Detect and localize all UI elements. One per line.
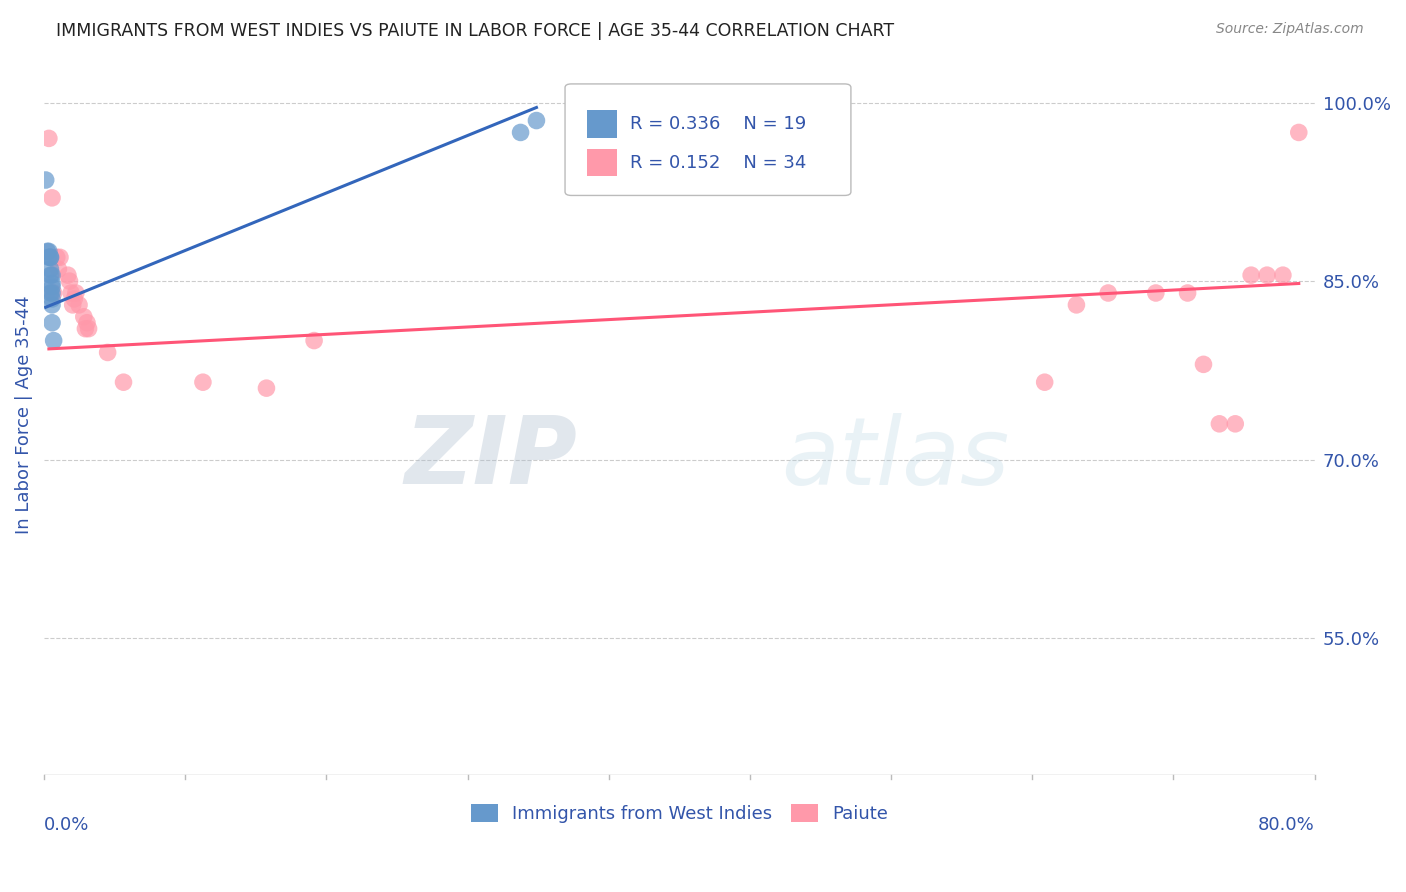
Point xyxy=(77,321,100,335)
Point xyxy=(56,268,79,282)
Point xyxy=(60,285,83,300)
Point xyxy=(302,334,325,348)
FancyBboxPatch shape xyxy=(586,111,617,137)
Point xyxy=(1208,417,1230,431)
Point xyxy=(39,262,62,277)
Point xyxy=(1033,375,1056,389)
Text: 80.0%: 80.0% xyxy=(1258,816,1315,834)
Point xyxy=(256,381,278,395)
Point xyxy=(41,316,63,330)
Text: atlas: atlas xyxy=(782,413,1010,504)
Point xyxy=(41,292,63,306)
Point xyxy=(76,316,98,330)
Text: R = 0.152    N = 34: R = 0.152 N = 34 xyxy=(630,153,806,171)
Point xyxy=(526,113,548,128)
Point xyxy=(49,250,72,264)
Point xyxy=(41,191,63,205)
Point xyxy=(509,125,531,139)
Point xyxy=(1288,125,1310,139)
Point xyxy=(1066,298,1088,312)
Point xyxy=(62,298,84,312)
Point xyxy=(41,268,63,282)
Point xyxy=(38,131,60,145)
Point xyxy=(41,285,63,300)
Point xyxy=(39,250,62,264)
Point xyxy=(65,285,87,300)
Point xyxy=(112,375,135,389)
Point xyxy=(39,250,62,264)
Text: IMMIGRANTS FROM WEST INDIES VS PAIUTE IN LABOR FORCE | AGE 35-44 CORRELATION CHA: IMMIGRANTS FROM WEST INDIES VS PAIUTE IN… xyxy=(56,22,894,40)
Point xyxy=(39,285,62,300)
Point xyxy=(1256,268,1278,282)
Point xyxy=(75,321,97,335)
Text: R = 0.336    N = 19: R = 0.336 N = 19 xyxy=(630,115,806,133)
Point xyxy=(42,285,65,300)
Point xyxy=(39,268,62,282)
Point xyxy=(35,173,58,187)
Point xyxy=(1192,357,1215,371)
Point xyxy=(48,262,70,277)
Point xyxy=(38,250,60,264)
Point xyxy=(42,334,65,348)
Point xyxy=(67,298,90,312)
Point xyxy=(41,298,63,312)
Point xyxy=(38,244,60,259)
Point xyxy=(1225,417,1247,431)
Point xyxy=(63,292,86,306)
Point xyxy=(45,250,67,264)
FancyBboxPatch shape xyxy=(586,149,617,177)
Legend: Immigrants from West Indies, Paiute: Immigrants from West Indies, Paiute xyxy=(464,797,896,830)
Point xyxy=(73,310,96,324)
Point xyxy=(97,345,120,359)
Text: Source: ZipAtlas.com: Source: ZipAtlas.com xyxy=(1216,22,1364,37)
Point xyxy=(41,280,63,294)
Point xyxy=(1240,268,1263,282)
Y-axis label: In Labor Force | Age 35-44: In Labor Force | Age 35-44 xyxy=(15,295,32,534)
Point xyxy=(41,277,63,291)
Point xyxy=(37,244,59,259)
FancyBboxPatch shape xyxy=(565,84,851,195)
Point xyxy=(191,375,214,389)
Point xyxy=(58,274,80,288)
Text: 0.0%: 0.0% xyxy=(44,816,90,834)
Point xyxy=(1177,285,1199,300)
Point xyxy=(1097,285,1119,300)
Text: ZIP: ZIP xyxy=(405,412,578,504)
Point xyxy=(1144,285,1167,300)
Point xyxy=(1271,268,1294,282)
